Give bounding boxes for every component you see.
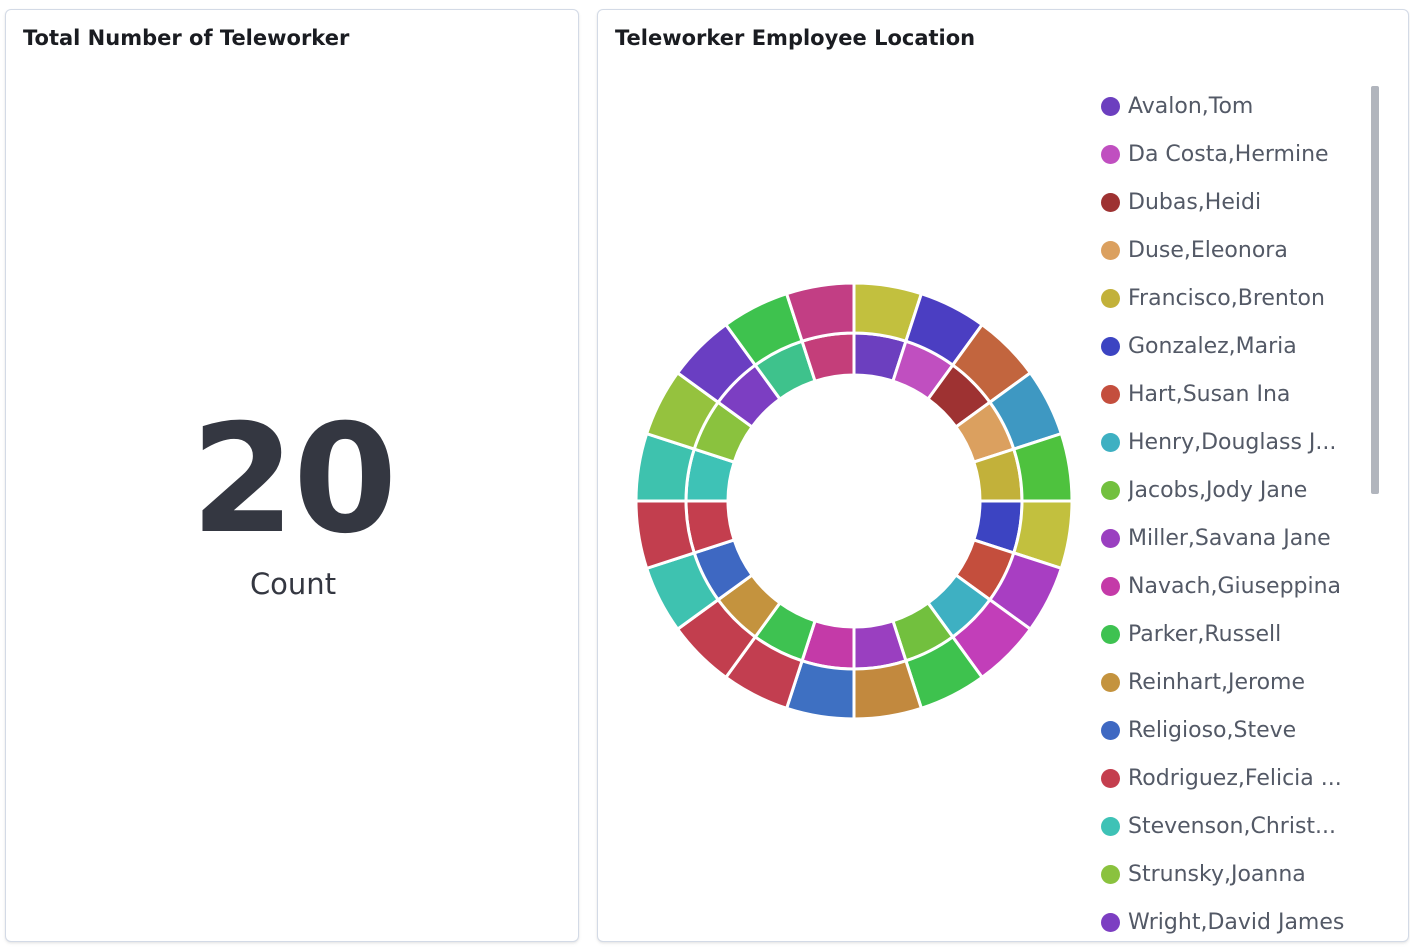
legend-item[interactable]: Miller,Savana Jane (1098, 514, 1368, 562)
legend-color-dot-icon (1101, 624, 1120, 644)
legend-item[interactable]: Duse,Eleonora (1098, 226, 1368, 274)
panel-title: Total Number of Teleworker (23, 26, 350, 50)
legend-color-dot-icon (1101, 192, 1120, 212)
legend-item-label: Navach,Giuseppina (1128, 573, 1342, 599)
legend-item[interactable]: Strunsky,Joanna (1098, 850, 1368, 898)
legend-item-label: Stevenson,Christ... (1128, 813, 1337, 839)
donut-chart (634, 281, 1074, 721)
legend-color-dot-icon (1101, 144, 1120, 164)
legend-item[interactable]: Avalon,Tom (1098, 82, 1368, 130)
legend-item[interactable]: Parker,Russell (1098, 610, 1368, 658)
chart-legend: Avalon,Tom Da Costa,Hermine Dubas,Heidi Dus… (1098, 82, 1368, 942)
legend-color-dot-icon (1101, 384, 1120, 404)
legend-item-label: Henry,Douglass J... (1128, 429, 1337, 455)
legend-item-label: Rodriguez,Felicia ... (1128, 765, 1342, 791)
legend-item[interactable]: Navach,Giuseppina (1098, 562, 1368, 610)
legend-color-dot-icon (1101, 240, 1120, 260)
legend-item-label: Wright,David James (1128, 909, 1345, 935)
legend-item[interactable]: Wright,David James (1098, 898, 1368, 942)
legend-item[interactable]: Rodriguez,Felicia ... (1098, 754, 1368, 802)
legend-item-label: Avalon,Tom (1128, 93, 1254, 119)
legend-item-label: Parker,Russell (1128, 621, 1282, 647)
metric-value: 20 (190, 393, 398, 567)
legend-item[interactable]: Religioso,Steve (1098, 706, 1368, 754)
legend-color-dot-icon (1101, 336, 1120, 356)
panel-title: Teleworker Employee Location (615, 26, 976, 50)
legend-scrollbar-thumb[interactable] (1371, 86, 1379, 494)
legend-color-dot-icon (1101, 432, 1120, 452)
legend-item-label: Hart,Susan Ina (1128, 381, 1291, 407)
legend-item[interactable]: Stevenson,Christ... (1098, 802, 1368, 850)
metric-label: Count (249, 567, 337, 601)
legend-item-label: Gonzalez,Maria (1128, 333, 1297, 359)
legend-color-dot-icon (1101, 96, 1120, 116)
legend-item[interactable]: Dubas,Heidi (1098, 178, 1368, 226)
legend-item[interactable]: Henry,Douglass J... (1098, 418, 1368, 466)
legend-color-dot-icon (1101, 528, 1120, 548)
legend-color-dot-icon (1101, 672, 1120, 692)
legend-item-label: Miller,Savana Jane (1128, 525, 1331, 551)
legend-item[interactable]: Da Costa,Hermine (1098, 130, 1368, 178)
legend-item[interactable]: Francisco,Brenton (1098, 274, 1368, 322)
legend-item[interactable]: Gonzalez,Maria (1098, 322, 1368, 370)
legend-item-label: Religioso,Steve (1128, 717, 1297, 743)
legend-color-dot-icon (1101, 768, 1120, 788)
legend-item-label: Duse,Eleonora (1128, 237, 1288, 263)
legend-item-label: Reinhart,Jerome (1128, 669, 1305, 695)
donut-outer-slice[interactable] (784, 281, 856, 344)
legend-color-dot-icon (1101, 576, 1120, 596)
legend-item-label: Strunsky,Joanna (1128, 861, 1306, 887)
legend-item-label: Jacobs,Jody Jane (1128, 477, 1308, 503)
legend-item[interactable]: Reinhart,Jerome (1098, 658, 1368, 706)
legend-item-label: Dubas,Heidi (1128, 189, 1262, 215)
legend-item[interactable]: Jacobs,Jody Jane (1098, 466, 1368, 514)
legend-item-label: Francisco,Brenton (1128, 285, 1325, 311)
legend-color-dot-icon (1101, 816, 1120, 836)
legend-color-dot-icon (1101, 912, 1120, 932)
legend-color-dot-icon (1101, 720, 1120, 740)
legend-color-dot-icon (1101, 288, 1120, 308)
legend-color-dot-icon (1101, 480, 1120, 500)
employee-location-panel: Teleworker Employee Location Avalon,Tom D… (597, 9, 1409, 942)
legend-item-label: Da Costa,Hermine (1128, 141, 1329, 167)
legend-item[interactable]: Hart,Susan Ina (1098, 370, 1368, 418)
legend-color-dot-icon (1101, 864, 1120, 884)
legend-scrollbar[interactable] (1368, 86, 1382, 936)
total-teleworker-panel: Total Number of Teleworker 20 Count (5, 9, 579, 942)
